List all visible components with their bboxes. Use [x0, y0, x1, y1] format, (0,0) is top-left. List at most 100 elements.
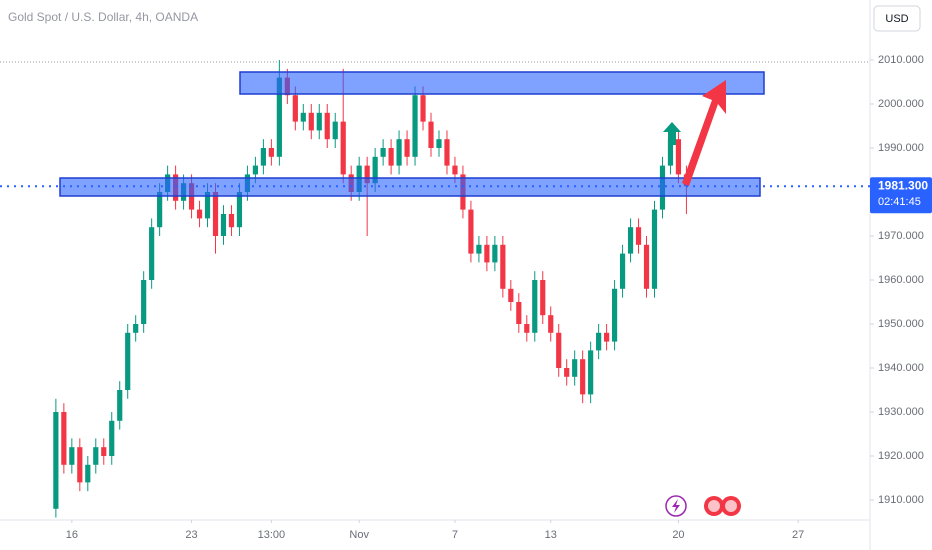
candle-body: [292, 95, 298, 122]
candle-body: [468, 209, 474, 254]
candle-body: [252, 165, 259, 175]
y-tick-label: 1960.000: [878, 274, 924, 286]
lightning: [672, 499, 680, 513]
candle-body: [268, 148, 274, 157]
candle-body: [635, 227, 642, 245]
x-tick-label: 7: [452, 529, 458, 541]
candle-body: [372, 156, 378, 184]
candle-body: [492, 244, 498, 263]
x-tick-label: 13: [545, 529, 557, 541]
currency-box[interactable]: [873, 5, 921, 32]
candle-body: [220, 214, 227, 236]
flag-face: [708, 500, 720, 512]
candle-body: [77, 447, 83, 483]
candle-body: [627, 227, 634, 254]
currency-label[interactable]: USD: [885, 13, 908, 25]
x-tick-label: 13:00: [258, 529, 286, 541]
candle-body: [651, 209, 658, 289]
chart-title: Gold Spot / U.S. Dollar, 4h, OANDA: [8, 10, 198, 24]
candle-body: [300, 112, 306, 122]
candle-body: [141, 279, 147, 324]
candle-body: [508, 288, 514, 302]
candle-body: [204, 192, 211, 219]
countdown: 02:41:45: [878, 196, 921, 208]
candles: [53, 60, 690, 518]
candle-body: [53, 411, 59, 509]
red-arrow: [682, 80, 726, 186]
candle-body: [364, 165, 370, 184]
candle-body: [564, 367, 570, 377]
x-tick-label: 27: [792, 529, 804, 541]
support-zone: [59, 177, 761, 197]
event-icons[interactable]: [665, 495, 741, 517]
candle-body: [316, 112, 322, 131]
candle-body: [125, 332, 131, 390]
x-tick-label: 23: [185, 529, 197, 541]
candle-body: [109, 420, 115, 456]
candle-body: [619, 253, 626, 289]
candle-body: [61, 411, 67, 465]
y-tick-label: 2000.000: [878, 98, 924, 110]
candle-body: [588, 350, 594, 395]
candle-body: [276, 77, 282, 157]
price-tag-label: 1981.300: [878, 178, 928, 192]
candle-body: [643, 244, 650, 289]
candle-body: [196, 209, 203, 219]
candle-body: [572, 359, 578, 377]
y-tick-label: 2010.000: [878, 54, 924, 66]
candle-body: [85, 464, 91, 483]
candle-body: [524, 323, 530, 333]
candle-body: [604, 332, 610, 342]
y-tick-label: 1910.000: [878, 494, 924, 506]
candle-body: [484, 244, 490, 263]
candle-body: [611, 288, 618, 342]
candle-body: [260, 148, 266, 166]
candle-body: [236, 192, 243, 228]
candle-body: [404, 139, 410, 157]
candle-body: [101, 447, 107, 456]
candle-body: [476, 244, 482, 254]
candle-body: [444, 139, 450, 166]
candle-body: [340, 121, 346, 175]
price-tag: [870, 177, 932, 214]
candle-body: [532, 279, 538, 333]
y-tick-label: 1990.000: [878, 142, 924, 154]
candle-body: [452, 165, 458, 175]
candle-body: [388, 148, 394, 166]
y-tick-label: 1950.000: [878, 318, 924, 330]
candle-body: [324, 112, 330, 140]
candle-body: [540, 279, 546, 316]
candle-body: [596, 332, 602, 351]
candle-body: [380, 148, 386, 157]
candle-body: [667, 139, 674, 166]
green-arrow: [663, 122, 681, 145]
candle-body: [580, 359, 586, 395]
candle-body: [133, 323, 139, 333]
x-tick-label: 20: [672, 529, 684, 541]
x-tick-label: 16: [66, 529, 78, 541]
resistance-zone: [239, 71, 765, 95]
candle-body: [675, 139, 682, 175]
candle-body: [93, 447, 99, 465]
candle-body: [436, 139, 442, 149]
candle-body: [548, 315, 554, 333]
candle-body: [420, 95, 426, 122]
candle-body: [308, 112, 314, 131]
candle-body: [228, 214, 235, 228]
x-tick-label: Nov: [349, 529, 369, 541]
candle-body: [157, 192, 163, 228]
candle-body: [332, 121, 338, 140]
y-tick-label: 1970.000: [878, 230, 924, 242]
candle-body: [500, 244, 506, 289]
y-tick-label: 1920.000: [878, 450, 924, 462]
candle-body: [149, 227, 155, 280]
candle-body: [556, 332, 562, 368]
candle-body: [69, 447, 75, 465]
currency-button[interactable]: USD: [873, 5, 921, 32]
flag-face: [725, 500, 737, 512]
y-tick-label: 1930.000: [878, 406, 924, 418]
candle-body: [412, 95, 418, 157]
candle-body: [428, 121, 434, 149]
candle-body: [516, 301, 522, 324]
